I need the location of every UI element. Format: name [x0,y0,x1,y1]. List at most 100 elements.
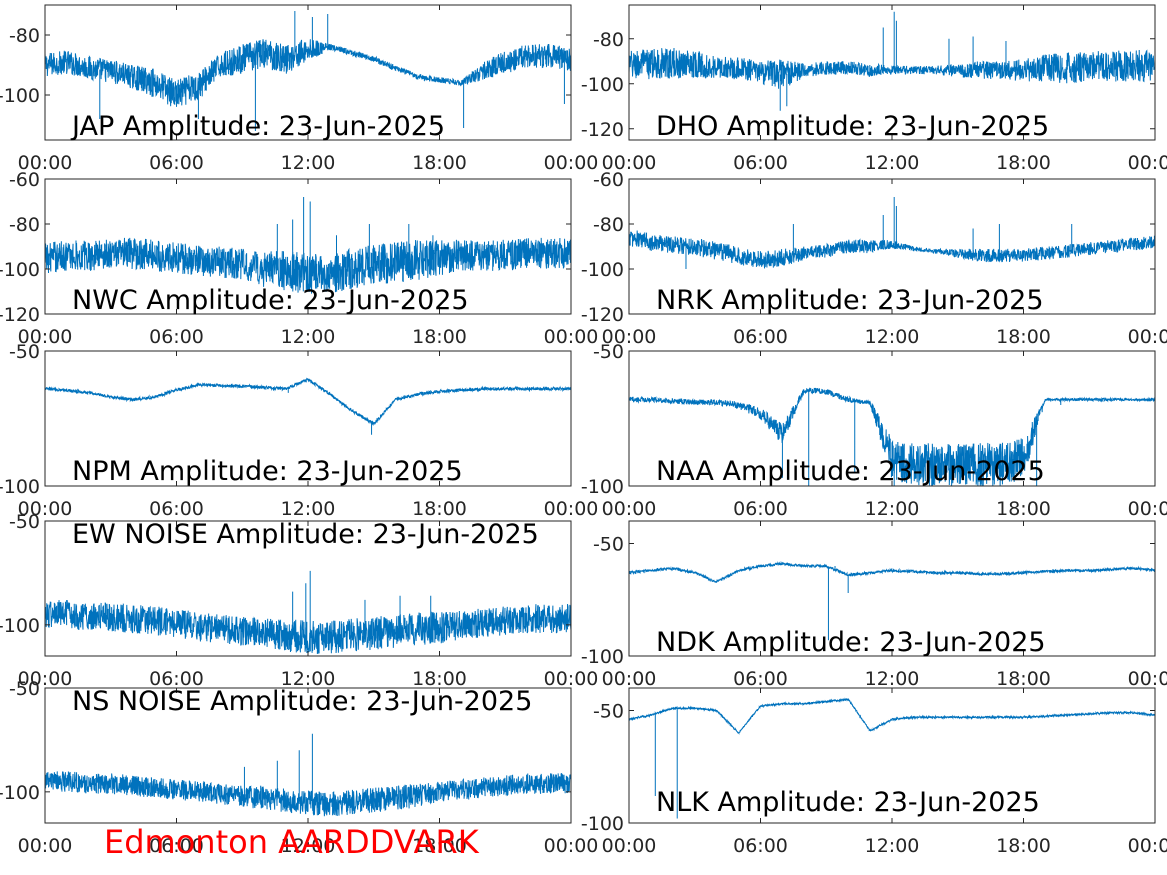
y-tick-label: -80 [9,25,40,47]
y-tick-label: -100 [0,615,40,637]
series-line-npm [45,377,571,435]
series-line-ndk [629,561,1155,641]
x-tick-label: 06:00 [733,152,788,174]
panel-title-ew-noise: EW NOISE Amplitude: 23-Jun-2025 [72,519,539,550]
panel-title-ndk: NDK Amplitude: 23-Jun-2025 [656,627,1046,658]
x-tick-label: 18:00 [996,835,1051,857]
x-tick-label: 00:00 [602,668,657,690]
x-tick-label: 00:00 [544,152,599,174]
x-tick-label: 12:00 [865,326,920,348]
x-tick-label: 18:00 [412,326,467,348]
chart-panel-ns-noise: -50 -100 00:00 06:00 12:00 18:00 00:00 NS NOISE… [0,678,598,857]
y-tick-label: -50 [593,341,624,363]
panel-title-ns-noise: NS NOISE Amplitude: 23-Jun-2025 [72,686,532,717]
x-tick-label: 00:00 [18,152,73,174]
y-tick-label: -80 [593,29,624,51]
x-tick-label: 00:00 [544,498,599,520]
y-tick-label: -50 [9,678,40,700]
y-tick-label: -50 [593,701,624,723]
x-tick-label: 12:00 [865,835,920,857]
x-tick-label: 00:00 [602,152,657,174]
series-line-jap [45,11,571,131]
y-tick-label: -120 [581,119,624,141]
series-line-ns-noise [45,733,571,817]
x-tick-label: 06:00 [733,835,788,857]
x-tick-label: 12:00 [281,326,336,348]
y-tick-label: -100 [581,74,624,96]
x-tick-label: 06:00 [149,498,204,520]
x-tick-label: 18:00 [412,498,467,520]
x-tick-label: 00:00 [602,835,657,857]
y-tick-label: -100 [0,85,40,107]
chart-panel-jap: -80 -100 00:00 06:00 12:00 18:00 00:00 JAP Ampl… [0,4,599,174]
x-tick-label: 00:00 [18,326,73,348]
x-tick-label: 00:00 [1128,152,1167,174]
x-tick-label: 12:00 [865,498,920,520]
x-tick-label: 12:00 [281,668,336,690]
footer-label: Edmonton AARDDVARK [104,823,479,861]
x-tick-label: 00:00 [1128,668,1167,690]
y-tick-label: -50 [9,511,40,533]
chart-panel-nrk: -60-80-100-12000:0006:0012:0018:0000:00N… [581,169,1167,348]
y-tick-label: -120 [0,304,40,326]
y-tick-label: -80 [593,214,624,236]
panel-title-npm: NPM Amplitude: 23-Jun-2025 [72,456,463,487]
series-line-dho [629,11,1155,111]
y-tick-label: -80 [9,214,40,236]
y-tick-label: -50 [9,341,40,363]
x-tick-label: 06:00 [149,326,204,348]
x-tick-label: 18:00 [996,668,1051,690]
x-tick-label: 00:00 [544,326,599,348]
x-tick-label: 12:00 [281,152,336,174]
chart-panel-dho: -80 -100 -120 00:00 06:00 12:00 18:00 00:00 DHO … [581,4,1167,174]
series-line-naa [629,387,1155,486]
plot-area [45,351,571,486]
y-tick-label: -100 [581,813,624,835]
y-tick-label: -100 [581,476,624,498]
panel-title-nrk: NRK Amplitude: 23-Jun-2025 [656,285,1044,316]
series-line-nrk [629,197,1155,269]
y-tick-label: -50 [593,534,624,556]
x-tick-label: 18:00 [412,152,467,174]
x-tick-label: 00:00 [602,326,657,348]
y-tick-label: -100 [581,646,624,668]
panel-title-jap: JAP Amplitude: 23-Jun-2025 [70,111,445,142]
x-tick-label: 00:00 [544,835,599,857]
series-line-ew-noise [45,570,571,654]
x-tick-label: 00:00 [602,498,657,520]
x-tick-label: 06:00 [733,498,788,520]
x-tick-label: 06:00 [149,835,204,857]
x-tick-label: 00:00 [1128,498,1167,520]
y-tick-label: -120 [581,304,624,326]
x-tick-label: 18:00 [996,152,1051,174]
x-tick-label: 00:00 [1128,326,1167,348]
x-tick-label: 12:00 [281,498,336,520]
x-tick-label: 06:00 [733,326,788,348]
x-tick-label: 00:00 [18,498,73,520]
panel-title-dho: DHO Amplitude: 23-Jun-2025 [656,111,1049,142]
chart-panel-ew-noise: -50 -100 00:00 06:00 12:00 18:00 00:00 EW NOISE… [0,511,598,690]
y-tick-label: -60 [593,169,624,191]
y-tick-label: -100 [0,476,40,498]
y-tick-label: -100 [0,782,40,804]
y-tick-label: -100 [581,259,624,281]
series-line-nwc [45,197,571,294]
x-tick-label: 06:00 [149,668,204,690]
plot-area [45,179,571,314]
x-tick-label: 18:00 [996,498,1051,520]
x-tick-label: 00:00 [1128,835,1167,857]
x-tick-label: 06:00 [733,668,788,690]
series-line-nlk [629,697,1155,819]
x-tick-label: 00:00 [544,668,599,690]
x-tick-label: 12:00 [865,152,920,174]
x-tick-label: 00:00 [18,668,73,690]
x-tick-label: 06:00 [149,152,204,174]
panel-title-naa: NAA Amplitude: 23-Jun-2025 [656,456,1045,487]
y-tick-label: -100 [0,259,40,281]
